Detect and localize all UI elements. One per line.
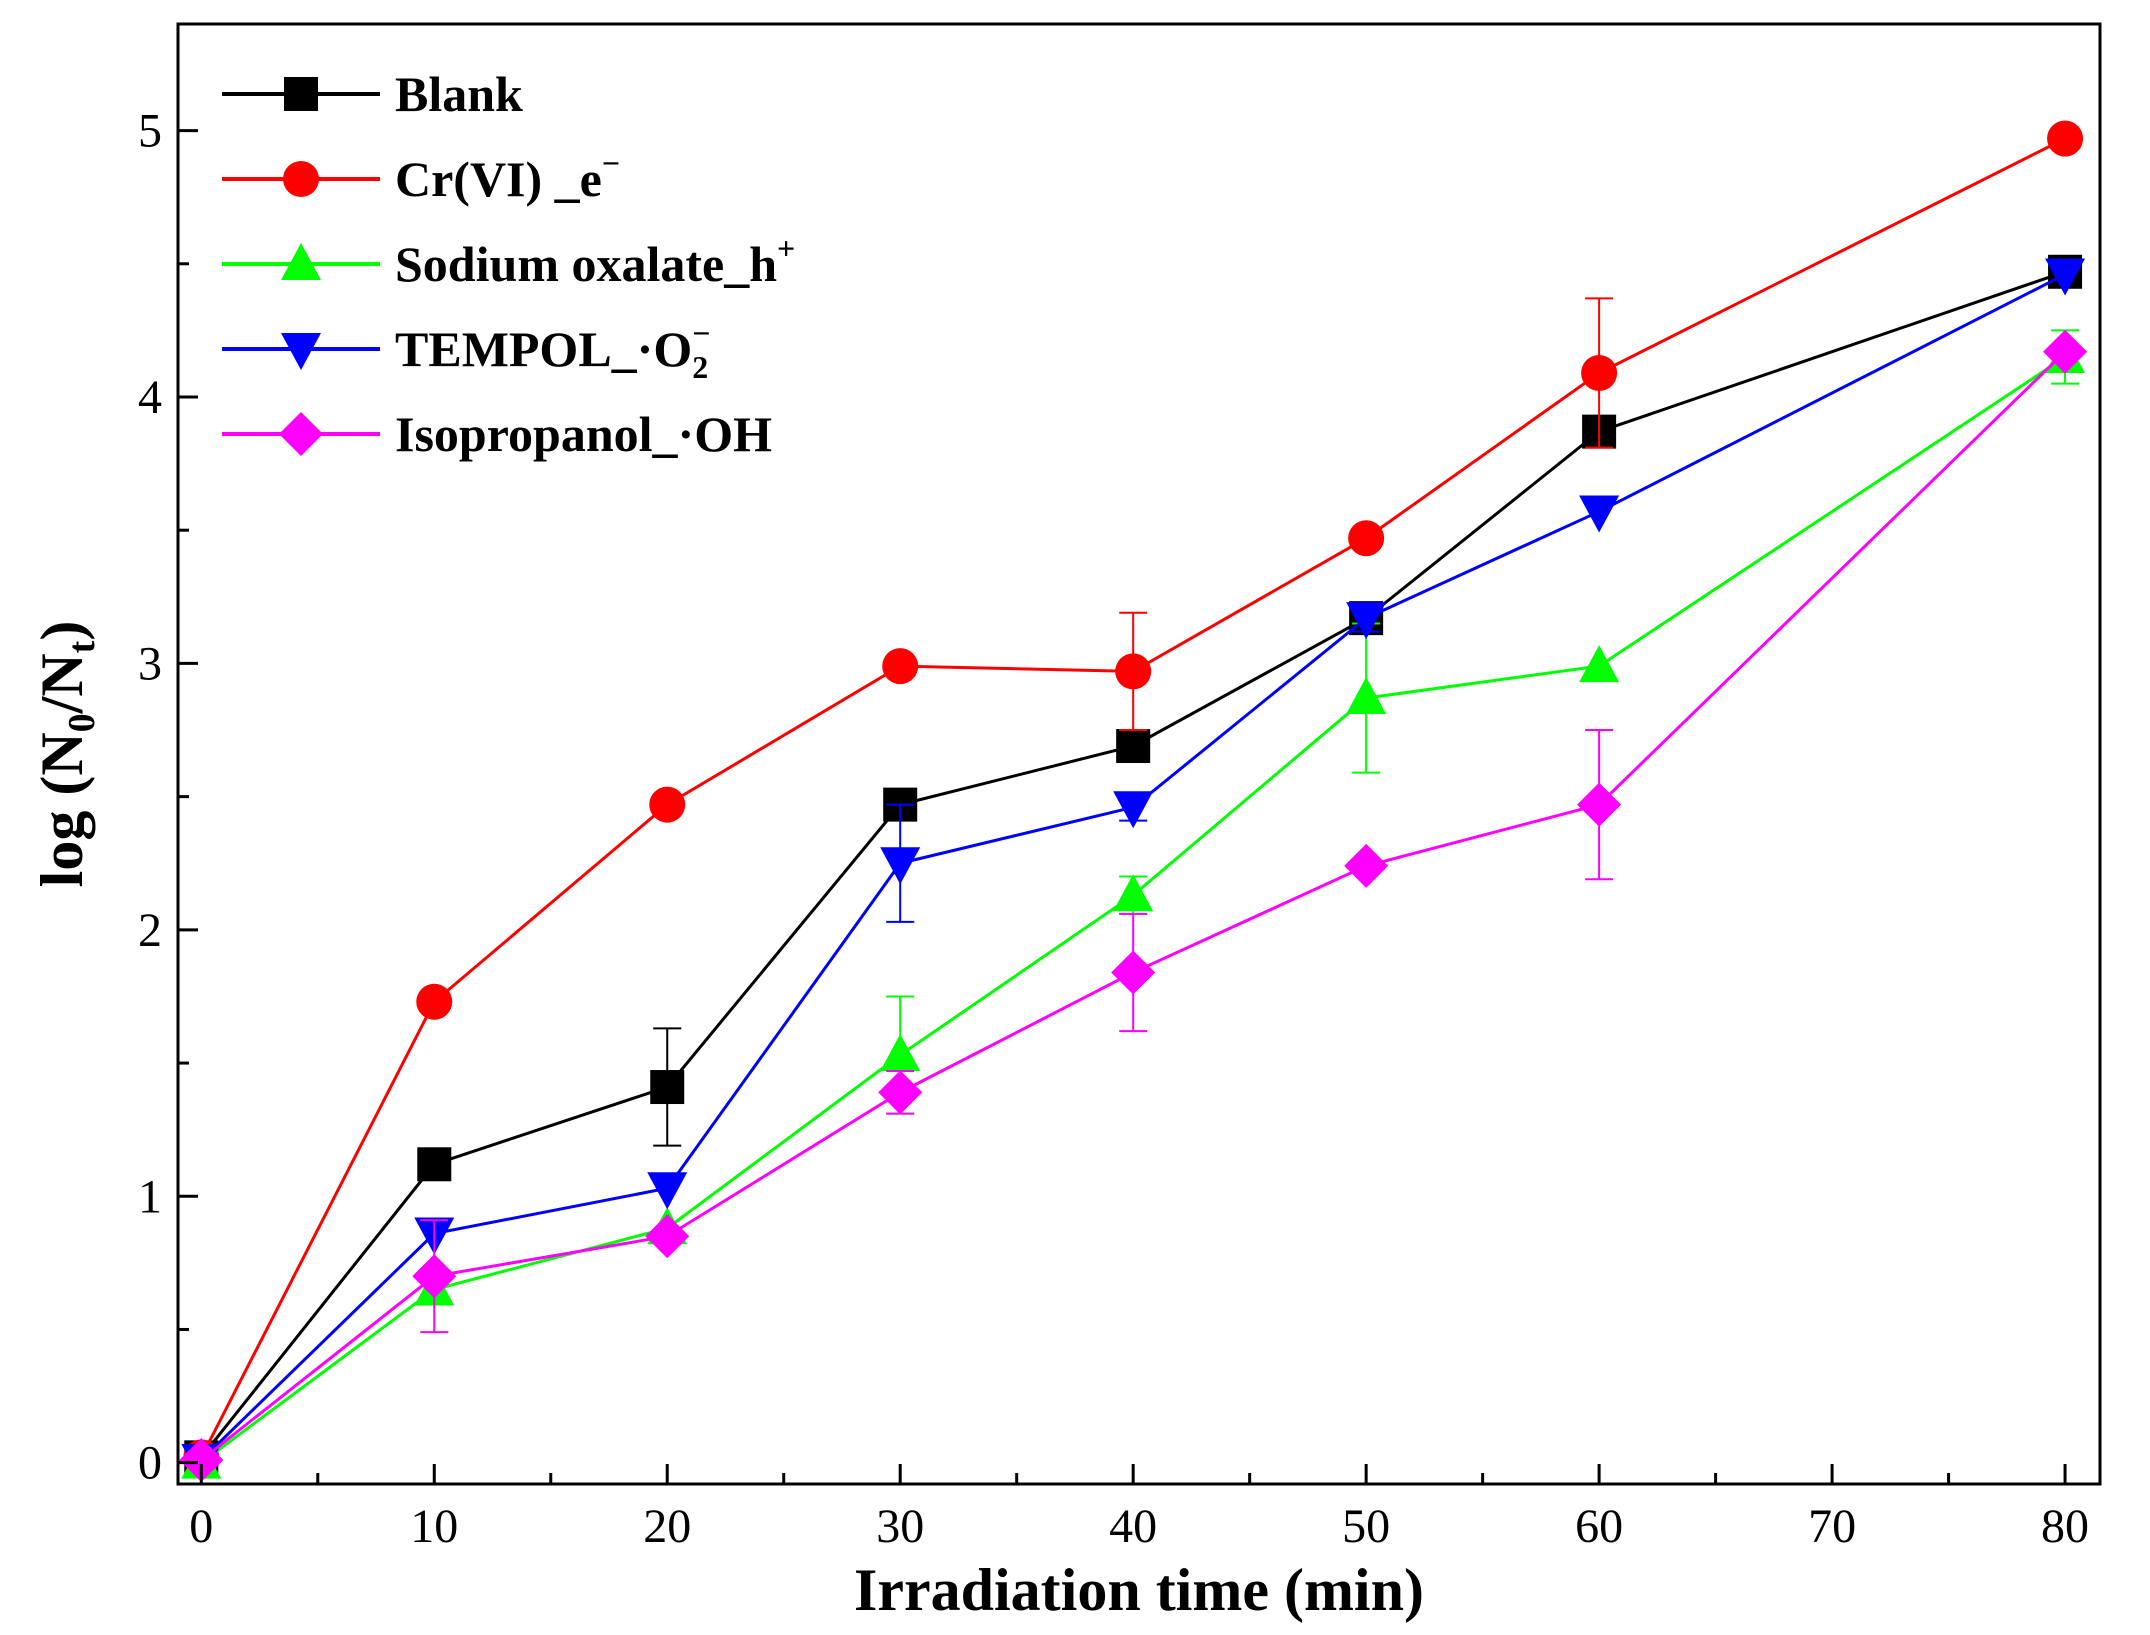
legend-item-isopropanol: Isopropanol_·OH (222, 406, 772, 462)
x-axis-title: Irradiation time (min) (854, 1557, 1424, 1623)
data-point-crvi (416, 983, 453, 1020)
data-point-tempol (647, 1172, 688, 1210)
data-point-isopropanol (1111, 950, 1156, 995)
legend-item-blank: Blank (222, 66, 523, 122)
legend-item-oxalate: Sodium oxalate_h+ (222, 230, 795, 292)
y-axis-title-sub2: t (61, 640, 103, 653)
series-line-tempol (200, 273, 2066, 1462)
legend-marker-isopropanol (279, 412, 323, 456)
legend-item-tempol: TEMPOL_·O2− (222, 315, 710, 385)
data-point-tempol (1579, 495, 1620, 533)
x-tick-label: 0 (189, 1500, 213, 1553)
data-point-blank (1116, 729, 1151, 764)
plot-frame (176, 22, 2102, 1486)
y-axis-title-sub1: 0 (61, 713, 103, 732)
data-point-crvi (2047, 120, 2084, 157)
data-point-tempol (2045, 258, 2086, 296)
x-tick-label: 80 (2041, 1500, 2089, 1553)
series-oxalate (181, 329, 2086, 1479)
data-point-crvi (882, 648, 919, 685)
legend-label-superscript: + (777, 230, 795, 266)
series-line-blank (200, 270, 2066, 1459)
legend-marker-crvi (283, 161, 319, 197)
data-point-oxalate (1113, 874, 1154, 912)
data-point-isopropanol (645, 1214, 690, 1259)
legend-label-crvi: Cr(VI) _e− (395, 145, 620, 207)
x-tick-label: 20 (643, 1500, 691, 1553)
series-layer (179, 120, 2088, 1483)
legend-marker-tempol (281, 333, 321, 370)
data-point-isopropanol (878, 1070, 923, 1115)
y-tick-label: 4 (138, 371, 162, 424)
data-point-isopropanol (1344, 843, 1389, 888)
data-point-oxalate (1346, 677, 1387, 715)
legend-label-oxalate: Sodium oxalate_h+ (395, 230, 795, 292)
y-tick-label: 0 (138, 1437, 162, 1490)
data-point-crvi (1348, 520, 1385, 557)
legend-item-crvi: Cr(VI) _e− (222, 145, 620, 207)
legend-marker-blank (284, 77, 318, 111)
data-point-crvi (1115, 653, 1152, 690)
legend-label-tempol: TEMPOL_·O2− (395, 315, 710, 385)
y-axis-title: log (N0/Nt) (29, 621, 103, 888)
x-tick-label: 40 (1109, 1500, 1157, 1553)
legend-label-blank: Blank (395, 66, 523, 122)
data-point-isopropanol (1577, 782, 1622, 827)
legend-label-text: Isopropanol_·OH (395, 406, 772, 462)
y-tick-label: 1 (138, 1170, 162, 1223)
data-point-tempol (1113, 791, 1154, 829)
x-tick-label: 10 (410, 1500, 458, 1553)
y-tick-label: 3 (138, 637, 162, 690)
legend-label-text: TEMPOL_·O (395, 321, 692, 377)
data-point-tempol (1346, 602, 1387, 640)
x-tick-label: 60 (1575, 1500, 1623, 1553)
legend-label-isopropanol: Isopropanol_·OH (395, 406, 772, 462)
series-line-isopropanol (200, 350, 2067, 1462)
data-point-crvi (1581, 355, 1618, 392)
legend-label-text: Blank (395, 66, 523, 122)
legend-label-text: Sodium oxalate_h (395, 236, 777, 292)
data-point-blank (650, 1070, 685, 1105)
x-tick-label: 50 (1342, 1500, 1390, 1553)
legend-label-subscript: 2 (692, 349, 708, 385)
y-tick-label: 5 (138, 105, 162, 158)
data-point-blank (417, 1147, 452, 1182)
y-axis-title-prefix: log (N (29, 732, 95, 887)
legend-label-superscript: − (692, 315, 710, 351)
legend-label-text: Cr(VI) _e (395, 151, 602, 207)
legend-label-superscript: − (602, 145, 620, 181)
y-axis-title-suffix: ) (29, 621, 95, 641)
data-point-oxalate (1579, 645, 1620, 683)
series-line-oxalate (200, 355, 2066, 1464)
legend-marker-oxalate (281, 243, 321, 280)
y-axis-title-middle: /N (29, 653, 95, 714)
x-tick-label: 30 (876, 1500, 924, 1553)
data-point-isopropanol (412, 1254, 457, 1299)
data-point-isopropanol (2043, 329, 2088, 374)
data-point-tempol (880, 847, 921, 885)
x-tick-label: 70 (1808, 1500, 1856, 1553)
data-point-oxalate (880, 1034, 921, 1072)
series-line-crvi (199, 137, 2066, 1459)
data-point-isopropanol (179, 1438, 224, 1483)
ticks-layer: 0 10 20 30 40 50 60 70 80 0 1 2 3 4 5 (138, 105, 2089, 1553)
y-tick-label: 2 (138, 904, 162, 957)
data-point-crvi (649, 786, 686, 823)
series-isopropanol (179, 329, 2088, 1483)
